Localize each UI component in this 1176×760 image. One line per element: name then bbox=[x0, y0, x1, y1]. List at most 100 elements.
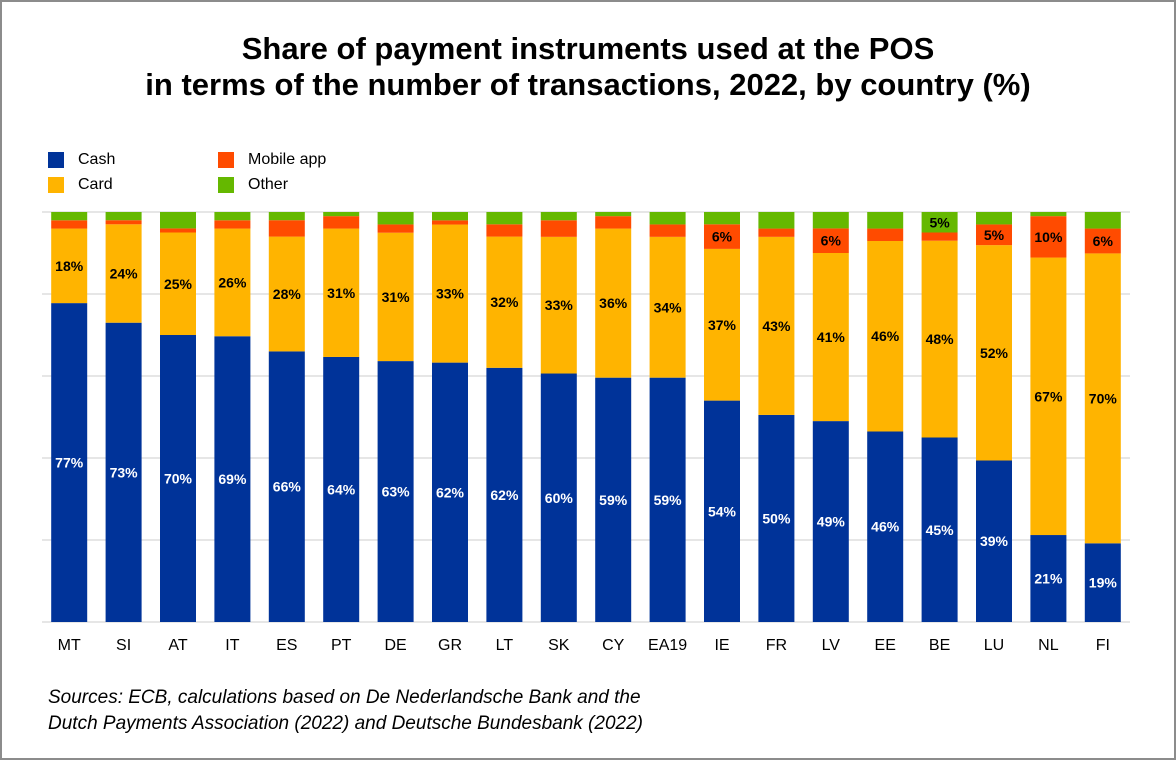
bar-segment-other bbox=[51, 212, 88, 221]
data-label: 36% bbox=[599, 295, 628, 311]
bar-segment-other bbox=[160, 212, 196, 229]
data-label: 39% bbox=[980, 533, 1009, 549]
data-label: 46% bbox=[871, 519, 900, 535]
bar-segment-mobile-app bbox=[160, 228, 196, 233]
data-label: 63% bbox=[382, 484, 411, 500]
bar-segment-mobile-app bbox=[214, 220, 251, 229]
bar-segment-cash bbox=[867, 431, 904, 622]
bar-segment-mobile-app bbox=[649, 224, 686, 237]
bar-segment-other bbox=[486, 212, 523, 225]
data-label: 62% bbox=[490, 487, 519, 503]
data-label: 45% bbox=[926, 522, 955, 538]
bar-segment-mobile-app bbox=[976, 224, 1012, 246]
bar-segment-card bbox=[214, 228, 251, 337]
data-label: 41% bbox=[817, 329, 846, 345]
bar-segment-card bbox=[268, 236, 305, 352]
data-label: 33% bbox=[545, 297, 574, 313]
x-tick-label: FI bbox=[1096, 637, 1110, 654]
bar-segment-cash bbox=[486, 367, 523, 622]
bar-segment-other bbox=[323, 212, 360, 217]
data-label: 26% bbox=[218, 274, 247, 290]
data-label: 31% bbox=[327, 285, 356, 301]
legend-label-card: Card bbox=[78, 176, 113, 193]
bar-segment-other bbox=[1030, 212, 1067, 217]
data-label: 60% bbox=[545, 490, 574, 506]
bar-segment-mobile-app bbox=[268, 220, 305, 237]
legend-label-mobile-app: Mobile app bbox=[248, 151, 327, 168]
bar-segment-cash bbox=[812, 421, 849, 622]
data-label: 34% bbox=[654, 299, 683, 315]
x-tick-label: MT bbox=[58, 637, 81, 654]
legend-swatch-cash bbox=[48, 152, 64, 168]
data-label: 10% bbox=[1034, 229, 1063, 245]
bar-segment-other bbox=[921, 212, 958, 233]
bar-segment-cash bbox=[323, 356, 360, 622]
x-tick-label: PT bbox=[331, 637, 352, 654]
data-label: 66% bbox=[273, 479, 302, 495]
bar-segment-card bbox=[51, 228, 88, 304]
bar-segment-card bbox=[377, 232, 414, 362]
data-label: 5% bbox=[984, 227, 1005, 243]
bar-segment-other bbox=[377, 212, 414, 225]
bar-segment-card bbox=[1084, 253, 1121, 544]
bar-segment-cash bbox=[976, 460, 1012, 622]
bar-segment-card bbox=[704, 248, 740, 401]
bar-segment-mobile-app bbox=[812, 228, 849, 253]
bar-segment-card bbox=[1030, 257, 1067, 536]
data-label: 21% bbox=[1034, 571, 1063, 587]
bar-segment-cash bbox=[595, 377, 632, 622]
bar-segment-mobile-app bbox=[377, 224, 414, 233]
data-label: 67% bbox=[1034, 388, 1063, 404]
bar-segment-card bbox=[649, 236, 686, 378]
legend-label-cash: Cash bbox=[78, 151, 116, 168]
bar-segment-card bbox=[867, 240, 904, 432]
bar-segment-card bbox=[105, 224, 142, 323]
bar-segment-mobile-app bbox=[595, 216, 632, 229]
bar-segment-cash bbox=[1084, 543, 1121, 622]
bar-segment-card bbox=[812, 253, 849, 422]
x-tick-label: EE bbox=[875, 637, 896, 654]
x-tick-label: LU bbox=[984, 637, 1004, 654]
bar-segment-other bbox=[649, 212, 686, 225]
bar-segment-other bbox=[758, 212, 795, 229]
data-label: 28% bbox=[273, 286, 302, 302]
bar-segment-cash bbox=[377, 361, 414, 622]
bar-segment-cash bbox=[758, 414, 795, 622]
bar-segment-mobile-app bbox=[323, 216, 360, 229]
x-tick-label: LV bbox=[822, 637, 841, 654]
bar-segment-cash bbox=[268, 351, 305, 622]
bar-segment-mobile-app bbox=[540, 220, 577, 237]
source-note-line-1: Sources: ECB, calculations based on De N… bbox=[48, 687, 641, 708]
bar-segment-card bbox=[758, 236, 795, 415]
x-tick-label: SK bbox=[548, 637, 570, 654]
x-tick-label: DE bbox=[384, 637, 406, 654]
data-label: 19% bbox=[1089, 575, 1118, 591]
data-label: 6% bbox=[1093, 233, 1114, 249]
bar-segment-mobile-app bbox=[1030, 216, 1067, 258]
x-tick-label: BE bbox=[929, 637, 950, 654]
x-tick-label: AT bbox=[168, 637, 187, 654]
x-tick-label: NL bbox=[1038, 637, 1059, 654]
bar-segment-other bbox=[214, 212, 251, 221]
bar-segment-cash bbox=[214, 336, 251, 622]
bar-segment-mobile-app bbox=[432, 220, 468, 225]
data-label: 70% bbox=[164, 471, 193, 487]
bar-segment-card bbox=[976, 245, 1012, 461]
bar-segment-other bbox=[867, 212, 904, 229]
bar-segment-card bbox=[160, 232, 196, 335]
source-note-line-2: Dutch Payments Association (2022) and De… bbox=[48, 713, 643, 734]
bar-segment-cash bbox=[160, 335, 196, 622]
chart-title-line-2: in terms of the number of transactions, … bbox=[145, 67, 1031, 102]
bar-segment-card bbox=[432, 224, 468, 363]
bar-segment-other bbox=[812, 212, 849, 229]
bar-segment-other bbox=[540, 212, 577, 221]
data-label: 37% bbox=[708, 317, 737, 333]
bar-segment-card bbox=[486, 236, 523, 368]
bar-segment-mobile-app bbox=[105, 220, 142, 225]
bar-segment-other bbox=[268, 212, 305, 221]
data-label: 64% bbox=[327, 481, 356, 497]
bar-segment-mobile-app bbox=[704, 224, 740, 249]
bar-segment-cash bbox=[432, 362, 468, 622]
bar-segment-card bbox=[540, 236, 577, 374]
x-tick-label: ES bbox=[276, 637, 297, 654]
